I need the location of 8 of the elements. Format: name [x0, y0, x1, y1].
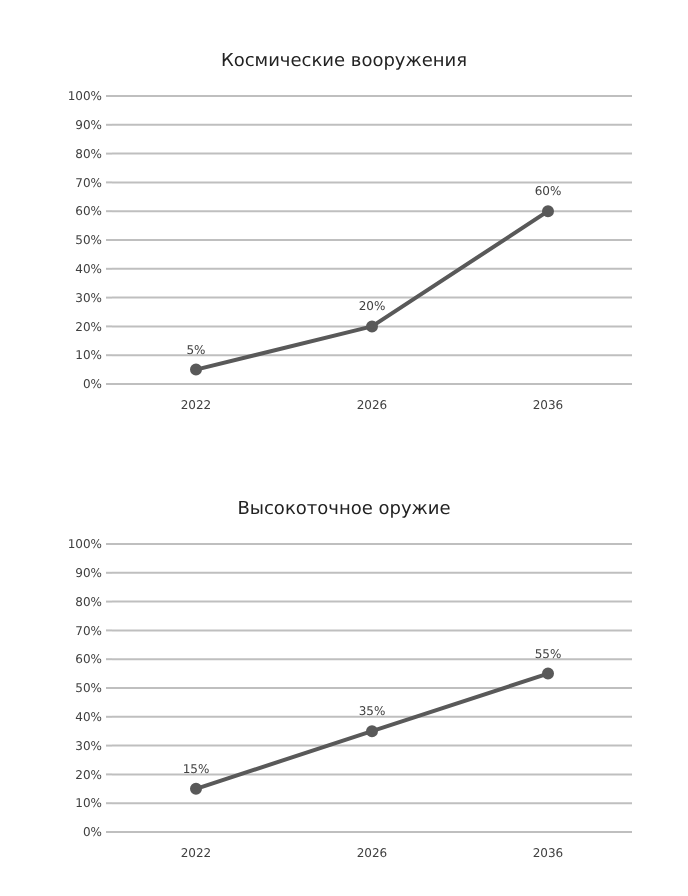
chart-title: Космические вооружения	[218, 50, 470, 76]
chart-title: Высокоточное оружие	[235, 498, 453, 524]
point	[542, 667, 554, 680]
point	[190, 363, 202, 376]
point	[190, 782, 202, 795]
point	[366, 725, 378, 738]
point	[542, 205, 554, 218]
point	[366, 320, 378, 333]
